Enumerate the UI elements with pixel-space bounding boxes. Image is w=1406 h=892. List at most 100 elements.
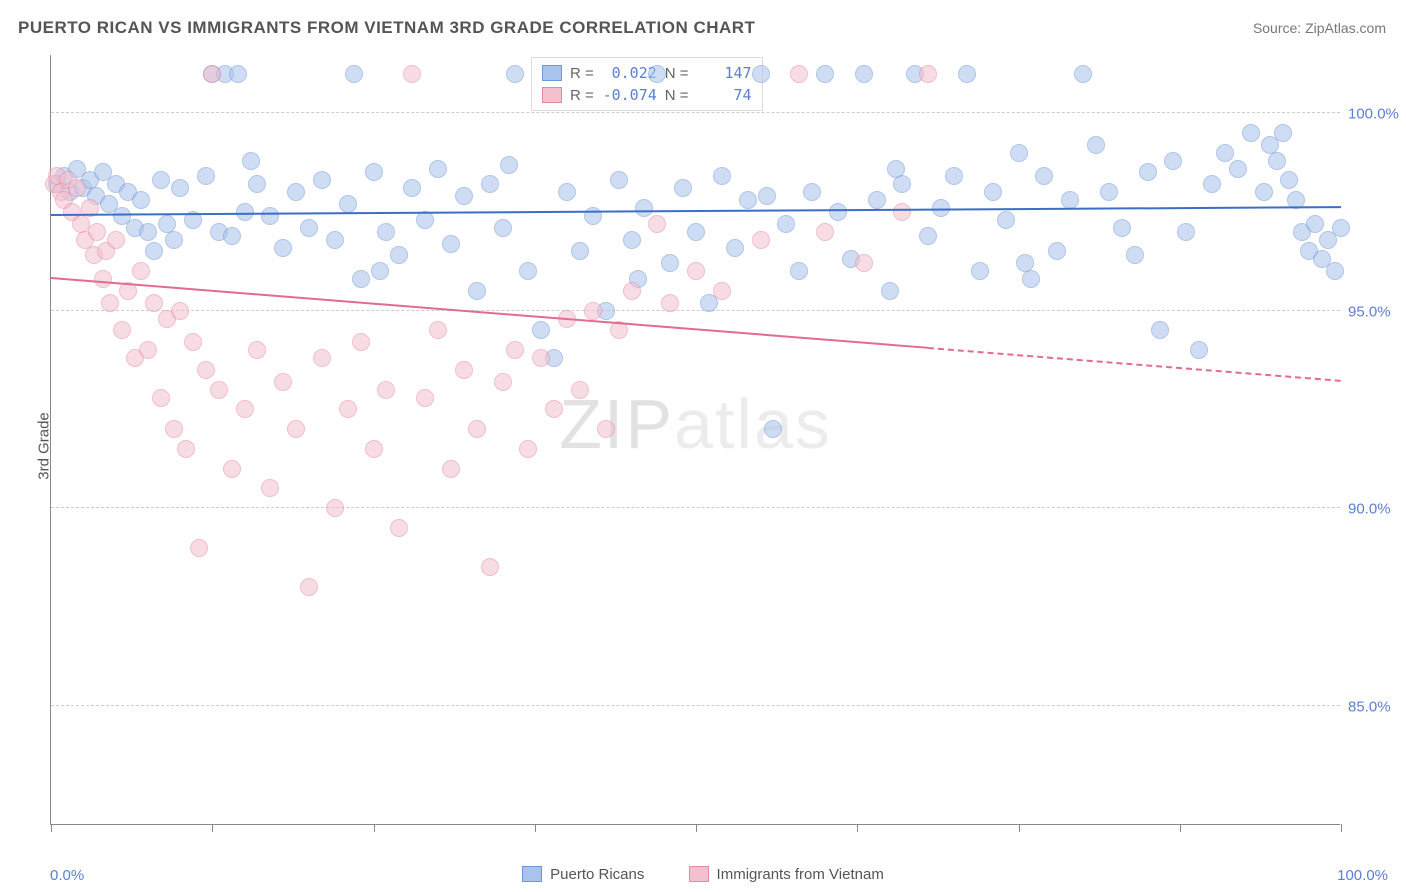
n-label: N = — [665, 87, 689, 104]
data-point — [455, 187, 473, 205]
n-value-blue: 147 — [697, 64, 752, 82]
data-point — [887, 160, 905, 178]
data-point — [390, 519, 408, 537]
legend-swatch-pink-icon — [689, 866, 709, 882]
data-point — [326, 231, 344, 249]
trend-line — [928, 347, 1341, 382]
data-point — [1074, 65, 1092, 83]
data-point — [300, 578, 318, 596]
swatch-pink-icon — [542, 87, 562, 103]
data-point — [1113, 219, 1131, 237]
x-tick — [374, 824, 375, 832]
data-point — [984, 183, 1002, 201]
data-point — [777, 215, 795, 233]
swatch-blue-icon — [542, 65, 562, 81]
data-point — [365, 163, 383, 181]
data-point — [1126, 246, 1144, 264]
data-point — [1280, 171, 1298, 189]
data-point — [506, 65, 524, 83]
data-point — [597, 420, 615, 438]
legend-label-pink: Immigrants from Vietnam — [717, 866, 884, 883]
data-point — [390, 246, 408, 264]
data-point — [661, 254, 679, 272]
data-point — [139, 223, 157, 241]
data-point — [519, 440, 537, 458]
data-point — [1190, 341, 1208, 359]
data-point — [661, 294, 679, 312]
data-point — [532, 349, 550, 367]
x-tick — [1341, 824, 1342, 832]
y-tick-label: 90.0% — [1348, 501, 1391, 518]
data-point — [171, 302, 189, 320]
legend-item-blue: Puerto Ricans — [522, 866, 644, 883]
data-point — [855, 65, 873, 83]
bottom-legend: Puerto Ricans Immigrants from Vietnam — [0, 866, 1406, 887]
data-point — [139, 341, 157, 359]
data-point — [1216, 144, 1234, 162]
data-point — [726, 239, 744, 257]
data-point — [1139, 163, 1157, 181]
data-point — [1229, 160, 1247, 178]
data-point — [165, 420, 183, 438]
data-point — [1048, 242, 1066, 260]
data-point — [1164, 152, 1182, 170]
data-point — [997, 211, 1015, 229]
data-point — [88, 223, 106, 241]
data-point — [752, 231, 770, 249]
r-value-pink: -0.074 — [602, 86, 657, 104]
data-point — [519, 262, 537, 280]
data-point — [881, 282, 899, 300]
data-point — [893, 175, 911, 193]
n-label: N = — [665, 65, 689, 82]
gridline — [51, 310, 1340, 311]
data-point — [68, 179, 86, 197]
data-point — [197, 361, 215, 379]
data-point — [584, 302, 602, 320]
data-point — [919, 65, 937, 83]
data-point — [752, 65, 770, 83]
data-point — [403, 179, 421, 197]
watermark-part-b: atlas — [674, 385, 832, 463]
data-point — [352, 333, 370, 351]
data-point — [635, 199, 653, 217]
data-point — [403, 65, 421, 83]
data-point — [248, 341, 266, 359]
data-point — [1332, 219, 1350, 237]
data-point — [623, 231, 641, 249]
data-point — [648, 215, 666, 233]
data-point — [377, 223, 395, 241]
data-point — [571, 381, 589, 399]
data-point — [377, 381, 395, 399]
data-point — [506, 341, 524, 359]
y-tick-label: 85.0% — [1348, 698, 1391, 715]
data-point — [101, 294, 119, 312]
data-point — [687, 262, 705, 280]
data-point — [442, 235, 460, 253]
gridline — [51, 507, 1340, 508]
data-point — [855, 254, 873, 272]
data-point — [197, 167, 215, 185]
r-label: R = — [570, 65, 594, 82]
data-point — [1022, 270, 1040, 288]
data-point — [171, 179, 189, 197]
data-point — [893, 203, 911, 221]
data-point — [739, 191, 757, 209]
x-tick — [1180, 824, 1181, 832]
data-point — [868, 191, 886, 209]
data-point — [1177, 223, 1195, 241]
data-point — [829, 203, 847, 221]
data-point — [687, 223, 705, 241]
data-point — [429, 321, 447, 339]
data-point — [1242, 124, 1260, 142]
data-point — [165, 231, 183, 249]
data-point — [339, 400, 357, 418]
data-point — [919, 227, 937, 245]
data-point — [481, 558, 499, 576]
data-point — [223, 227, 241, 245]
data-point — [816, 223, 834, 241]
x-tick — [857, 824, 858, 832]
legend-label-blue: Puerto Ricans — [550, 866, 644, 883]
data-point — [674, 179, 692, 197]
data-point — [545, 400, 563, 418]
data-point — [713, 167, 731, 185]
